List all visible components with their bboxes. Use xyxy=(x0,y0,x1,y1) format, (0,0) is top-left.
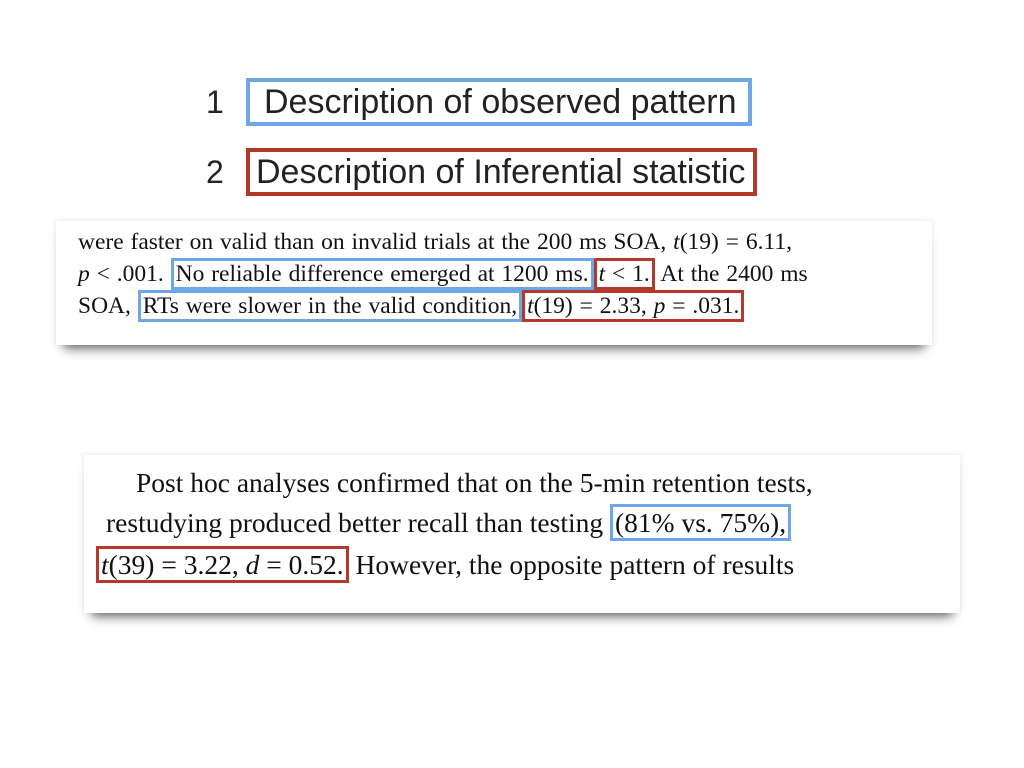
italic-t: t xyxy=(101,549,109,580)
legend-label-statistic: Description of Inferential statistic xyxy=(246,148,758,196)
legend-number: 2 xyxy=(206,153,224,190)
excerpt-card-1: were faster on valid than on invalid tri… xyxy=(56,221,932,345)
text-span: restudying produced better recall than t… xyxy=(106,507,610,538)
italic-t: t xyxy=(673,229,680,255)
legend-item-pattern: 1 Description of observed pattern xyxy=(206,78,753,126)
pattern-highlight: (81% vs. 75%), xyxy=(610,504,792,541)
text-span: SOA, xyxy=(78,293,138,319)
pattern-highlight: No reliable difference emerged at 1200 m… xyxy=(170,258,594,290)
italic-d: d xyxy=(245,549,260,580)
excerpt-2-line-3: t(39) = 3.22, d = 0.52. However, the opp… xyxy=(96,546,795,583)
statistic-highlight: t < 1. xyxy=(593,258,655,290)
italic-p: p xyxy=(78,261,90,287)
statistic-highlight: t(19) = 2.33, p = .031. xyxy=(522,290,745,322)
text-span: = .031. xyxy=(665,293,740,319)
excerpt-1-line-2: p < .001. No reliable difference emerged… xyxy=(78,258,808,290)
italic-t: t xyxy=(598,261,606,287)
text-span: At the 2400 ms xyxy=(654,261,808,287)
italic-p: p xyxy=(653,293,666,319)
excerpt-card-2: Post hoc analyses confirmed that on the … xyxy=(84,455,960,613)
text-span: (19) = 2.33, xyxy=(533,293,654,319)
text-span: (39) = 3.22, xyxy=(108,549,246,580)
text-span: However, the opposite pattern of results xyxy=(348,549,795,580)
legend-item-statistic: 2 Description of Inferential statistic xyxy=(206,148,758,196)
pattern-highlight: RTs were slower in the valid condition, xyxy=(137,290,523,322)
text-span: < 1. xyxy=(605,261,650,287)
legend-number: 1 xyxy=(206,83,224,120)
excerpt-2-line-2: restudying produced better recall than t… xyxy=(106,504,792,541)
italic-t: t xyxy=(527,293,534,319)
legend-label-pattern: Description of observed pattern xyxy=(246,78,753,126)
excerpt-2-line-1: Post hoc analyses confirmed that on the … xyxy=(136,467,813,498)
excerpt-1-line-3: SOA, RTs were slower in the valid condit… xyxy=(78,290,745,322)
text-span: (19) = 6.11, xyxy=(679,229,792,255)
excerpt-1-line-1: were faster on valid than on invalid tri… xyxy=(78,229,792,256)
text-span: = 0.52. xyxy=(259,549,344,580)
text-span: were faster on valid than on invalid tri… xyxy=(78,229,674,255)
statistic-highlight: t(39) = 3.22, d = 0.52. xyxy=(96,546,349,583)
text-span: < .001. xyxy=(89,261,171,287)
